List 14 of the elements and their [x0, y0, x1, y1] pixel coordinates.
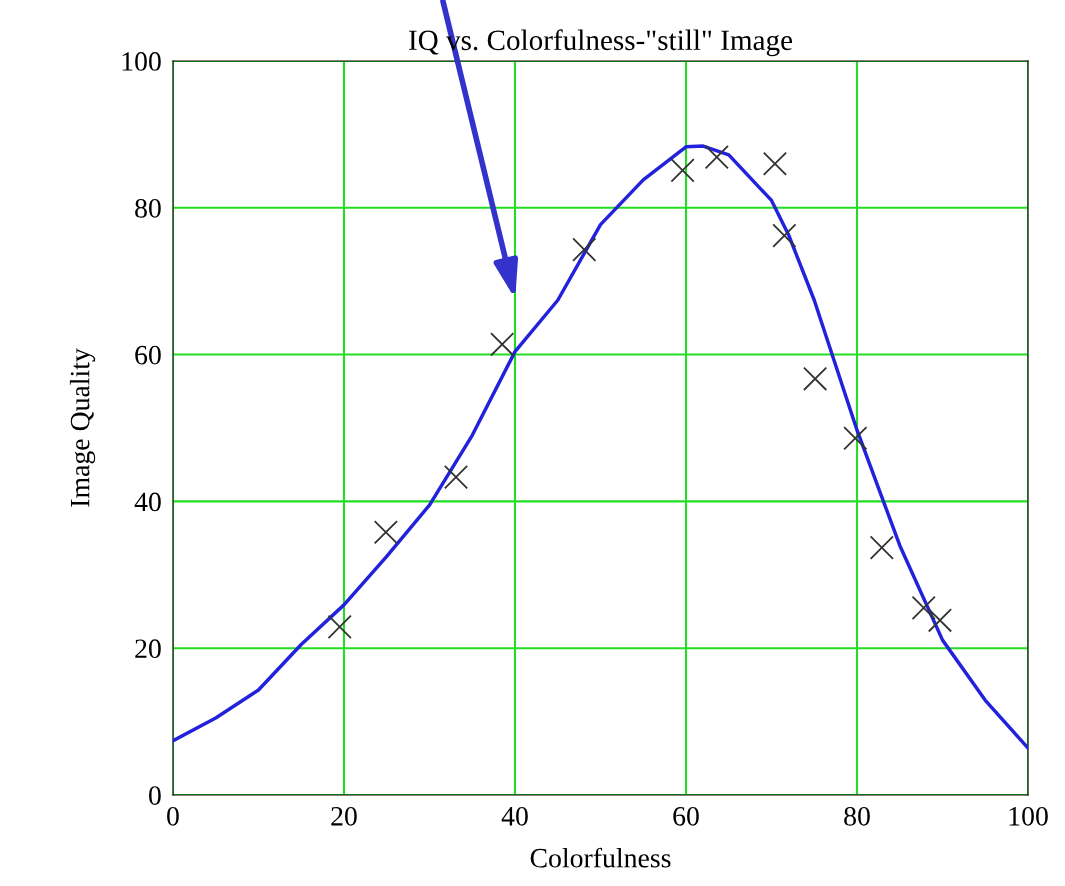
y-tick-label: 0 — [149, 786, 161, 805]
x-tick-label: 0 — [167, 806, 179, 826]
x-tick-label: 80 — [844, 806, 870, 826]
y-tick-label: 20 — [135, 639, 161, 659]
y-tick-label: 40 — [134, 492, 161, 512]
x-tick-label: 60 — [673, 806, 699, 826]
x-tick-label: 40 — [501, 806, 528, 826]
x-axis-title: Colorfulness — [530, 847, 671, 868]
x-tick-label: 20 — [331, 806, 357, 826]
y-tick-label: 100 — [122, 52, 161, 71]
x-tick-label: 100 — [1009, 806, 1048, 826]
y-tick-label: 60 — [135, 345, 161, 365]
y-axis-title: Image Quality — [69, 348, 96, 507]
y-tick-label: 80 — [135, 198, 161, 218]
